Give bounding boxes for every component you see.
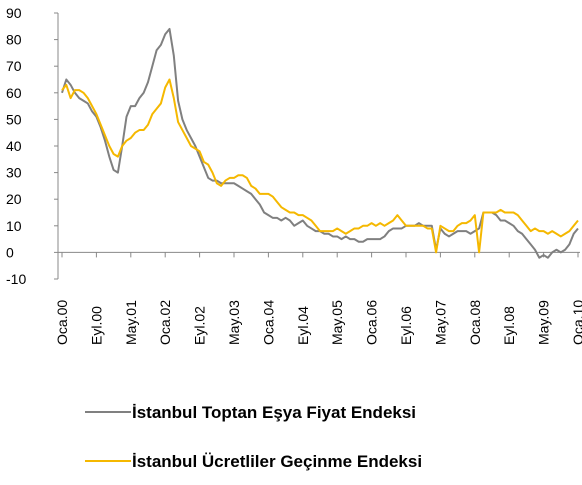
y-tick-label: -10 (6, 271, 26, 287)
x-tick-label: Eyl.00 (88, 306, 104, 345)
x-tick-label: Eyl.04 (295, 306, 311, 345)
y-tick-label: 0 (6, 244, 14, 260)
x-tick-label: May.03 (226, 300, 242, 345)
x-tick-label: Eyl.02 (192, 306, 208, 345)
x-tick-label: Eyl.08 (501, 306, 517, 345)
x-tick-label: May.07 (432, 300, 448, 345)
y-tick-label: 50 (6, 111, 22, 127)
x-tick-label: May.09 (536, 300, 552, 345)
y-tick-label: 90 (6, 5, 22, 21)
x-tick-label: Eyl.06 (398, 306, 414, 345)
x-tick-label: May.05 (329, 300, 345, 345)
x-tick-label: Oca.04 (260, 300, 276, 345)
y-tick-label: 70 (6, 58, 22, 74)
x-tick-label: Oca.10 (570, 300, 582, 345)
legend-label: İstanbul Ücretliler Geçinme Endeksi (132, 452, 422, 471)
legend-label: İstanbul Toptan Eşya Fiyat Endeksi (132, 403, 416, 422)
y-tick-label: 40 (6, 138, 22, 154)
y-tick-label: 60 (6, 85, 22, 101)
series-line (61, 78, 579, 254)
x-tick-label: Oca.00 (54, 300, 70, 345)
y-tick-label: 10 (6, 218, 22, 234)
x-tick-label: May.01 (123, 300, 139, 345)
y-tick-label: 20 (6, 191, 22, 207)
x-tick-label: Oca.08 (467, 300, 483, 345)
x-tick-label: Oca.02 (157, 300, 173, 345)
y-tick-label: 30 (6, 165, 22, 181)
legend: İstanbul Toptan Eşya Fiyat Endeksi İstanb… (85, 403, 422, 471)
y-tick-label: 80 (6, 32, 22, 48)
series-line (61, 27, 579, 259)
x-tick-label: Oca.06 (364, 300, 380, 345)
